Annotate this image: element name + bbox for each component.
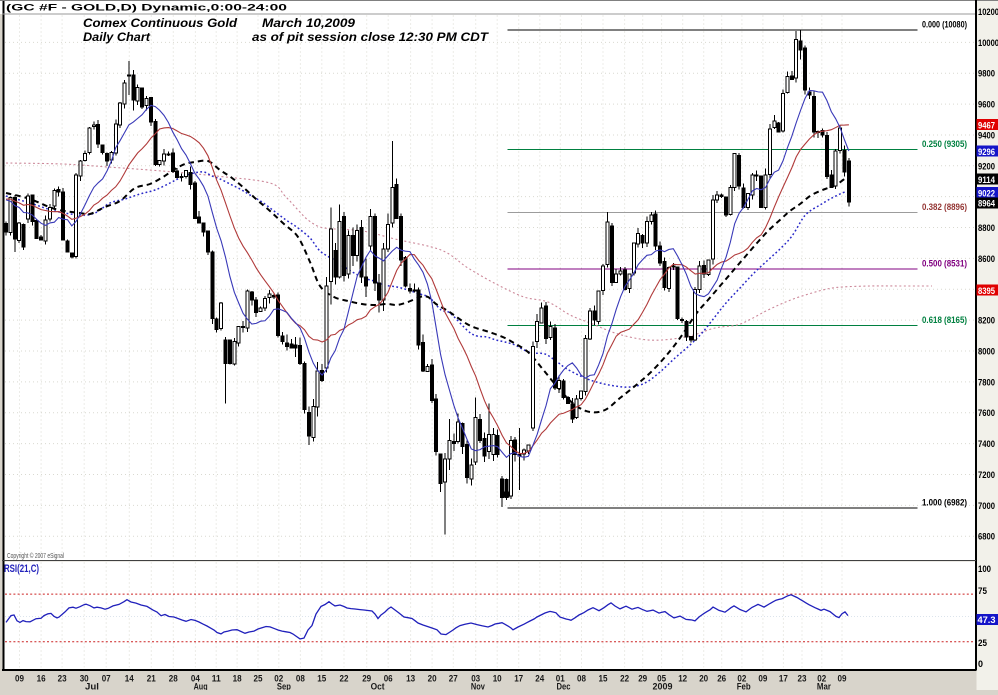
- svg-text:13: 13: [406, 674, 415, 684]
- svg-text:7000: 7000: [978, 501, 995, 512]
- svg-text:Mar: Mar: [817, 682, 831, 691]
- svg-text:15: 15: [599, 674, 608, 684]
- svg-text:21: 21: [147, 674, 156, 684]
- svg-text:10: 10: [493, 674, 502, 684]
- svg-text:Oct: Oct: [371, 682, 385, 691]
- svg-text:Nov: Nov: [471, 682, 485, 691]
- svg-text:Jul: Jul: [85, 682, 99, 691]
- svg-text:10200: 10200: [978, 7, 998, 18]
- svg-text:(GC #F - GOLD,D) Dynamic,0:00-: (GC #F - GOLD,D) Dynamic,0:00-24:00: [6, 3, 287, 13]
- svg-text:0.382 (8896): 0.382 (8896): [922, 202, 967, 213]
- svg-text:16: 16: [37, 674, 46, 684]
- svg-text:0.250 (9305): 0.250 (9305): [922, 139, 967, 150]
- svg-text:8800: 8800: [978, 223, 995, 234]
- svg-text:8600: 8600: [978, 254, 995, 265]
- svg-text:29: 29: [638, 674, 647, 684]
- svg-text:100: 100: [978, 564, 991, 575]
- svg-text:Daily Chart: Daily Chart: [83, 30, 151, 44]
- svg-text:9600: 9600: [978, 100, 995, 111]
- svg-text:9114: 9114: [978, 175, 996, 186]
- svg-text:10000: 10000: [978, 38, 998, 49]
- svg-text:Aug: Aug: [194, 682, 208, 691]
- svg-text:7400: 7400: [978, 439, 995, 450]
- svg-text:18: 18: [233, 674, 242, 684]
- svg-text:8000: 8000: [978, 347, 995, 358]
- svg-text:9800: 9800: [978, 69, 995, 80]
- svg-text:17: 17: [779, 674, 788, 684]
- svg-text:20: 20: [428, 674, 437, 684]
- svg-text:28: 28: [169, 674, 178, 684]
- svg-text:07: 07: [102, 674, 111, 684]
- svg-text:9296: 9296: [978, 147, 995, 158]
- svg-text:Comex Continuous Gold: Comex Continuous Gold: [83, 16, 238, 30]
- svg-text:7200: 7200: [978, 470, 995, 481]
- svg-text:8395: 8395: [978, 286, 996, 297]
- svg-text:23: 23: [58, 674, 67, 684]
- svg-text:Dec: Dec: [557, 682, 571, 691]
- svg-text:8964: 8964: [978, 199, 996, 210]
- svg-text:0.000 (10080): 0.000 (10080): [922, 20, 967, 31]
- svg-text:11: 11: [212, 674, 221, 684]
- svg-text:9400: 9400: [978, 130, 995, 141]
- svg-text:9200: 9200: [978, 161, 995, 172]
- svg-text:1.000 (6982): 1.000 (6982): [922, 498, 967, 509]
- svg-text:8200: 8200: [978, 316, 995, 327]
- svg-text:Copyright © 2007 eSignal: Copyright © 2007 eSignal: [7, 552, 64, 560]
- svg-text:25: 25: [254, 674, 263, 684]
- svg-text:Feb: Feb: [737, 682, 751, 691]
- svg-text:24: 24: [535, 674, 544, 684]
- svg-text:RSI(21,C): RSI(21,C): [4, 563, 39, 575]
- svg-text:9467: 9467: [978, 120, 995, 131]
- svg-text:0: 0: [978, 659, 983, 670]
- svg-text:0.500 (8531): 0.500 (8531): [922, 259, 967, 270]
- svg-text:09: 09: [15, 674, 24, 684]
- svg-text:7600: 7600: [978, 408, 995, 419]
- svg-text:as of pit session close 12:30: as of pit session close 12:30 PM CDT: [252, 30, 490, 44]
- svg-text:15: 15: [317, 674, 326, 684]
- svg-text:23: 23: [798, 674, 807, 684]
- svg-text:17: 17: [514, 674, 523, 684]
- svg-text:0.618 (8165): 0.618 (8165): [922, 315, 967, 326]
- svg-text:14: 14: [125, 674, 134, 684]
- svg-text:27: 27: [449, 674, 458, 684]
- svg-text:20: 20: [699, 674, 708, 684]
- svg-text:22: 22: [340, 674, 349, 684]
- svg-text:2009: 2009: [653, 682, 673, 691]
- svg-text:March 10,2009: March 10,2009: [262, 16, 355, 30]
- svg-text:25: 25: [978, 638, 988, 649]
- svg-text:6800: 6800: [978, 532, 995, 543]
- svg-text:75: 75: [978, 586, 988, 597]
- svg-text:7800: 7800: [978, 377, 995, 388]
- svg-text:09: 09: [758, 674, 767, 684]
- svg-text:26: 26: [717, 674, 726, 684]
- svg-text:22: 22: [620, 674, 629, 684]
- svg-text:12: 12: [678, 674, 687, 684]
- svg-text:08: 08: [577, 674, 586, 684]
- svg-text:08: 08: [296, 674, 305, 684]
- svg-text:09: 09: [838, 674, 847, 684]
- svg-text:Sep: Sep: [277, 682, 291, 691]
- svg-text:06: 06: [384, 674, 393, 684]
- svg-text:47.3: 47.3: [978, 615, 996, 626]
